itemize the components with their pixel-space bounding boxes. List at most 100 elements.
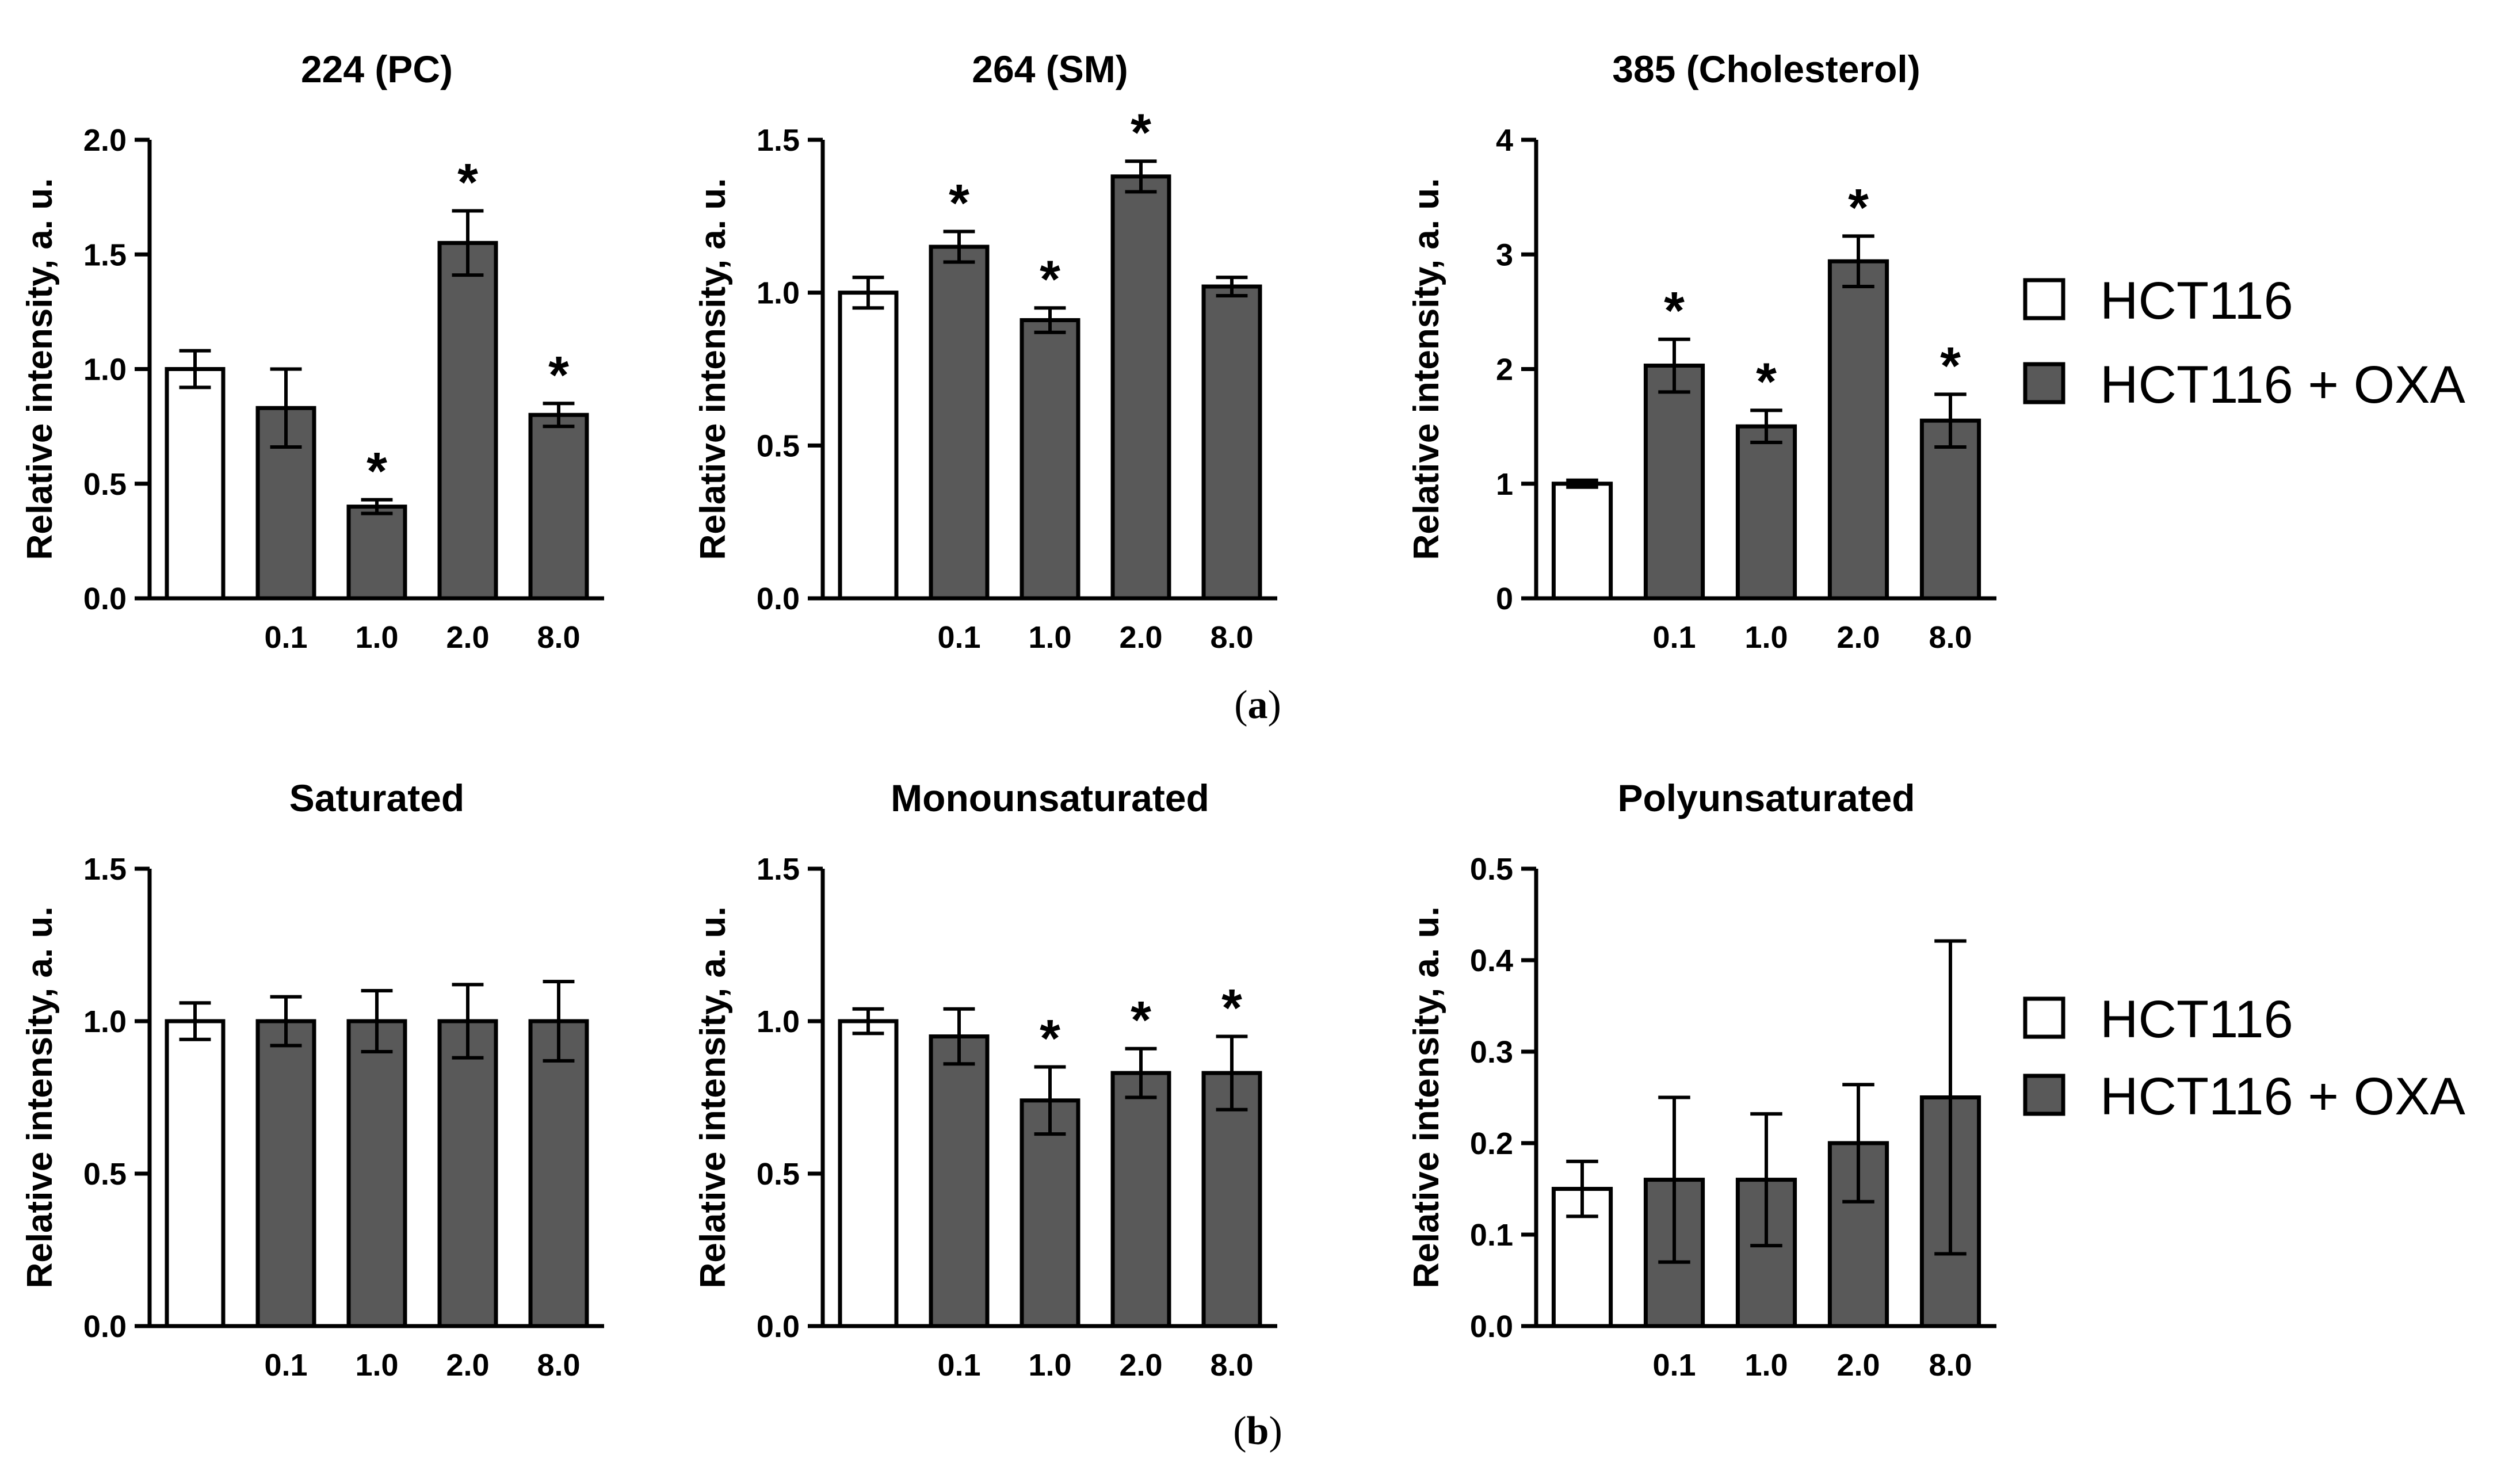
legend-swatch-control xyxy=(2023,278,2065,320)
legend-label-treated: HCT116 + OXA xyxy=(2100,356,2466,414)
y-axis-label: Relative intensity, a. u. xyxy=(20,907,60,1289)
chart-title: 264 (SM) xyxy=(972,48,1128,90)
significance-star: * xyxy=(1940,337,1961,395)
significance-star: * xyxy=(457,154,478,212)
y-tick-label: 0.0 xyxy=(1470,1309,1513,1344)
bar xyxy=(165,367,226,601)
legend-swatch-treated xyxy=(2023,1074,2065,1116)
y-tick-label: 0.5 xyxy=(757,1157,800,1191)
x-tick-label: 8.0 xyxy=(1929,1348,1972,1382)
x-tick-label: 1.0 xyxy=(355,1348,398,1382)
bar xyxy=(1551,482,1613,601)
y-axis-label: Relative intensity, a. u. xyxy=(1407,178,1446,560)
legend-label-treated: HCT116 + OXA xyxy=(2100,1067,2466,1126)
x-tick-label: 8.0 xyxy=(537,620,580,655)
chart-4: Monounsaturated Relative intensity, a. u.… xyxy=(693,777,1277,1382)
legend-swatch-treated xyxy=(2023,362,2065,404)
x-tick-label: 0.1 xyxy=(1652,1348,1696,1382)
y-tick-label: 4 xyxy=(1496,123,1513,158)
panel-label-a: (a) xyxy=(1234,683,1281,727)
bar xyxy=(1735,424,1797,601)
significance-star: * xyxy=(1131,991,1151,1050)
x-tick-label: 2.0 xyxy=(1119,620,1162,655)
y-tick-label: 1 xyxy=(1496,467,1513,502)
y-tick-label: 0.0 xyxy=(83,582,127,616)
y-tick-label: 1.0 xyxy=(83,353,127,387)
bar xyxy=(1110,174,1171,601)
y-tick-label: 0.5 xyxy=(757,429,800,463)
x-tick-label: 0.1 xyxy=(264,620,307,655)
y-axis-label: Relative intensity, a. u. xyxy=(693,178,733,560)
significance-star: * xyxy=(548,346,569,404)
significance-star: * xyxy=(1848,178,1869,237)
significance-star: * xyxy=(1756,353,1777,411)
chart-1: 264 (SM) Relative intensity, a. u. 0.0 0.5 1… xyxy=(693,48,1277,655)
x-tick-label: 1.0 xyxy=(1028,1348,1071,1382)
x-tick-label: 2.0 xyxy=(1836,620,1880,655)
y-tick-label: 1.0 xyxy=(757,276,800,311)
y-tick-label: 0.3 xyxy=(1470,1035,1513,1070)
y-tick-label: 1.5 xyxy=(757,852,800,887)
chart-2: 385 (Cholesterol) Relative intensity, a. … xyxy=(1407,48,1996,655)
significance-star: * xyxy=(1040,1010,1060,1068)
bar xyxy=(346,1019,407,1328)
bar xyxy=(528,412,589,601)
x-tick-label: 1.0 xyxy=(1028,620,1071,655)
bar xyxy=(528,1019,589,1328)
bar xyxy=(165,1019,226,1328)
bar xyxy=(929,1034,990,1328)
y-tick-label: 2 xyxy=(1496,353,1513,387)
y-tick-label: 0.5 xyxy=(83,1157,127,1191)
y-tick-label: 0.0 xyxy=(83,1309,127,1344)
chart-title: Saturated xyxy=(289,777,464,819)
x-tick-label: 8.0 xyxy=(537,1348,580,1382)
y-tick-label: 0.2 xyxy=(1470,1126,1513,1161)
y-tick-label: 0.1 xyxy=(1470,1218,1513,1252)
y-tick-label: 1.5 xyxy=(757,123,800,158)
x-tick-label: 8.0 xyxy=(1929,620,1972,655)
bar xyxy=(437,1019,498,1328)
y-tick-label: 1.0 xyxy=(757,1004,800,1039)
x-tick-label: 1.0 xyxy=(1744,1348,1788,1382)
legend-label-control: HCT116 xyxy=(2100,990,2293,1049)
x-tick-label: 8.0 xyxy=(1210,1348,1253,1382)
y-tick-label: 0.4 xyxy=(1470,944,1513,978)
x-tick-label: 1.0 xyxy=(1744,620,1788,655)
x-tick-label: 1.0 xyxy=(355,620,398,655)
y-tick-label: 1.5 xyxy=(83,852,127,887)
y-tick-label: 0.5 xyxy=(1470,852,1513,887)
y-axis-label: Relative intensity, a. u. xyxy=(693,907,733,1289)
y-tick-label: 3 xyxy=(1496,238,1513,272)
y-axis-label: Relative intensity, a. u. xyxy=(20,178,60,560)
bar xyxy=(1020,318,1080,601)
bar xyxy=(929,245,990,601)
chart-title: 224 (PC) xyxy=(301,48,453,90)
significance-star: * xyxy=(1040,250,1060,309)
x-tick-label: 0.1 xyxy=(1652,620,1696,655)
x-tick-label: 2.0 xyxy=(1119,1348,1162,1382)
bar xyxy=(437,240,498,601)
y-tick-label: 0.0 xyxy=(757,582,800,616)
chart-title: 385 (Cholesterol) xyxy=(1612,48,1920,90)
legend-top: HCT116 HCT116 + OXA xyxy=(2023,272,2466,414)
x-tick-label: 0.1 xyxy=(937,620,980,655)
x-tick-label: 2.0 xyxy=(446,620,489,655)
legend-bottom: HCT116 HCT116 + OXA xyxy=(2023,990,2466,1126)
y-tick-label: 2.0 xyxy=(83,123,127,158)
x-tick-label: 0.1 xyxy=(264,1348,307,1382)
y-tick-label: 0 xyxy=(1496,582,1513,616)
legend-label-control: HCT116 xyxy=(2100,272,2293,330)
y-axis-label: Relative intensity, a. u. xyxy=(1407,907,1446,1289)
significance-star: * xyxy=(1221,979,1242,1038)
chart-0: 224 (PC) Relative intensity, a. u. 0.0 0.5 1… xyxy=(20,48,604,655)
significance-star: * xyxy=(1664,282,1685,341)
significance-star: * xyxy=(366,442,387,501)
legend-swatch-control xyxy=(2023,996,2065,1039)
panel-label-b: (b) xyxy=(1233,1409,1282,1453)
x-tick-label: 8.0 xyxy=(1210,620,1253,655)
chart-title: Polyunsaturated xyxy=(1617,777,1915,819)
chart-title: Monounsaturated xyxy=(891,777,1209,819)
significance-star: * xyxy=(1131,104,1151,162)
